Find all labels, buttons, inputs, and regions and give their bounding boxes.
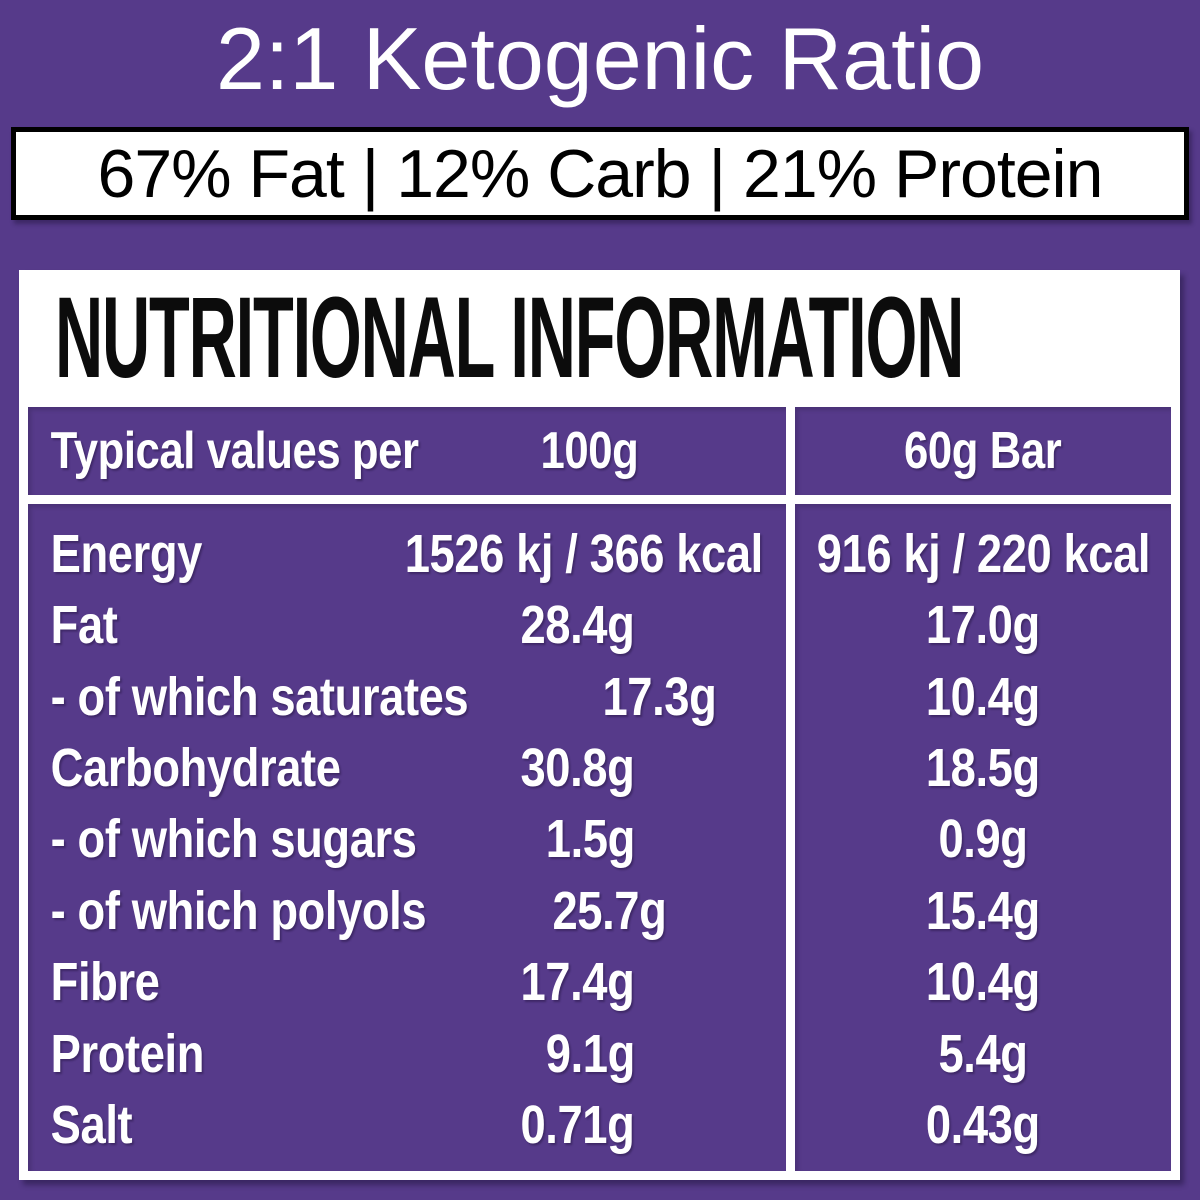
table-row-sugars-bar: 0.9g: [795, 804, 1171, 875]
nutrition-table: Typical values per 100g 60g Bar Energy 1…: [28, 407, 1171, 1171]
row-value-100g: 17.3g: [602, 666, 717, 727]
column-header-label: Typical values per: [50, 422, 419, 480]
row-value-60g: 15.4g: [926, 880, 1040, 941]
table-body-right: 916 kj / 220 kcal 17.0g 10.4g 18.5g 0.9g…: [795, 504, 1171, 1171]
column-header-100g: 100g: [540, 422, 639, 480]
table-row-fat: Fat 28.4g: [28, 589, 786, 660]
row-value-60g: 10.4g: [926, 666, 1040, 727]
row-value-100g: 0.71g: [520, 1095, 635, 1156]
table-row-protein: Protein 9.1g: [28, 1018, 786, 1089]
row-value-100g: 30.8g: [520, 738, 635, 799]
nutrition-panel: NUTRITIONAL INFORMATION Typical values p…: [19, 270, 1180, 1180]
table-row-fibre-bar: 10.4g: [795, 947, 1171, 1018]
column-header-left: Typical values per 100g: [28, 407, 786, 495]
table-row-fat-bar: 17.0g: [795, 589, 1171, 660]
row-label: Fibre: [50, 952, 160, 1013]
row-label: Protein: [50, 1023, 205, 1084]
table-row-polyols-bar: 15.4g: [795, 875, 1171, 946]
row-value-100g: 1526 kj / 366 kcal: [404, 523, 763, 584]
panel-heading: NUTRITIONAL INFORMATION: [28, 279, 1171, 398]
row-value-60g: 0.9g: [938, 809, 1028, 870]
row-label: Carbohydrate: [50, 738, 341, 799]
macro-ratio-text: 67% Fat | 12% Carb | 21% Protein: [97, 135, 1104, 212]
table-row-saturates: - of which saturates 17.3g: [28, 661, 786, 732]
table-row-polyols: - of which polyols 25.7g: [28, 875, 786, 946]
row-value-60g: 916 kj / 220 kcal: [816, 523, 1150, 584]
row-value-60g: 17.0g: [926, 595, 1040, 656]
row-value-100g: 28.4g: [520, 595, 635, 656]
panel-heading-text: NUTRITIONAL INFORMATION: [55, 279, 964, 398]
table-row-sugars: - of which sugars 1.5g: [28, 804, 786, 875]
table-row-energy: Energy 1526 kj / 366 kcal: [28, 518, 786, 589]
column-header-right: 60g Bar: [795, 407, 1171, 495]
table-row-saturates-bar: 10.4g: [795, 661, 1171, 732]
table-row-protein-bar: 5.4g: [795, 1018, 1171, 1089]
row-value-60g: 0.43g: [926, 1095, 1040, 1156]
row-label: - of which polyols: [50, 880, 427, 941]
page-title: 2:1 Ketogenic Ratio: [215, 9, 985, 108]
row-value-100g: 25.7g: [552, 880, 667, 941]
row-label: Fat: [50, 595, 118, 656]
row-label: - of which sugars: [50, 809, 417, 870]
table-row-fibre: Fibre 17.4g: [28, 947, 786, 1018]
row-label: Salt: [50, 1095, 133, 1156]
table-body-left: Energy 1526 kj / 366 kcal Fat 28.4g - of…: [28, 504, 786, 1171]
table-row-salt: Salt 0.71g: [28, 1090, 786, 1161]
macro-ratio-banner: 67% Fat | 12% Carb | 21% Protein: [11, 127, 1189, 220]
row-value-100g: 17.4g: [520, 952, 635, 1013]
row-label: - of which saturates: [50, 666, 469, 727]
row-value-100g: 1.5g: [545, 809, 636, 870]
column-header-60g-bar: 60g Bar: [904, 422, 1062, 480]
row-value-100g: 9.1g: [545, 1023, 636, 1084]
row-value-60g: 5.4g: [938, 1023, 1028, 1084]
row-value-60g: 10.4g: [926, 952, 1040, 1013]
table-row-energy-bar: 916 kj / 220 kcal: [795, 518, 1171, 589]
table-row-carbohydrate-bar: 18.5g: [795, 732, 1171, 803]
row-value-60g: 18.5g: [926, 738, 1040, 799]
table-row-salt-bar: 0.43g: [795, 1090, 1171, 1161]
row-label: Energy: [50, 523, 203, 584]
table-row-carbohydrate: Carbohydrate 30.8g: [28, 732, 786, 803]
